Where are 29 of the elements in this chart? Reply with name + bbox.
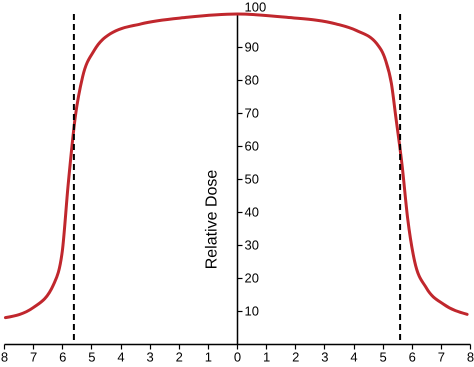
x-tick-label: 0	[234, 350, 242, 364]
line-series	[4, 12, 469, 320]
y-tick-label: 50	[244, 172, 259, 186]
y-tick-label: 70	[244, 106, 259, 120]
x-tick-label: 7	[438, 350, 445, 364]
x-tick-label: 3	[321, 350, 328, 364]
y-tick-label: 100	[244, 0, 266, 14]
x-tick-label: 6	[408, 350, 416, 364]
x-tick-label: 6	[59, 350, 66, 364]
x-tick-label: 4	[117, 350, 125, 364]
x-tick-label: 5	[88, 350, 96, 364]
y-tick-label: 90	[244, 40, 259, 54]
x-tick-label: 1	[204, 350, 212, 364]
x-tick-label: 5	[380, 350, 387, 364]
x-tick-label: 7	[30, 350, 38, 364]
x-tick-label: 2	[292, 350, 300, 364]
x-tick-label: 4	[350, 350, 358, 364]
y-tick-label: 60	[244, 138, 259, 154]
x-tick-label: 8	[0, 350, 8, 364]
y-tick-label: 80	[244, 72, 259, 88]
y-tick-label: 40	[244, 204, 259, 220]
y-axis-title: Relative Dose	[204, 170, 220, 270]
y-tick-label: 30	[244, 238, 259, 252]
x-tick-label: 8	[466, 350, 474, 364]
x-tick-label: 1	[263, 350, 270, 364]
y-tick-label: 10	[244, 304, 259, 318]
x-tick-label: 3	[146, 350, 154, 364]
y-tick-label: 20	[244, 270, 259, 286]
x-tick-label: 2	[176, 350, 183, 364]
